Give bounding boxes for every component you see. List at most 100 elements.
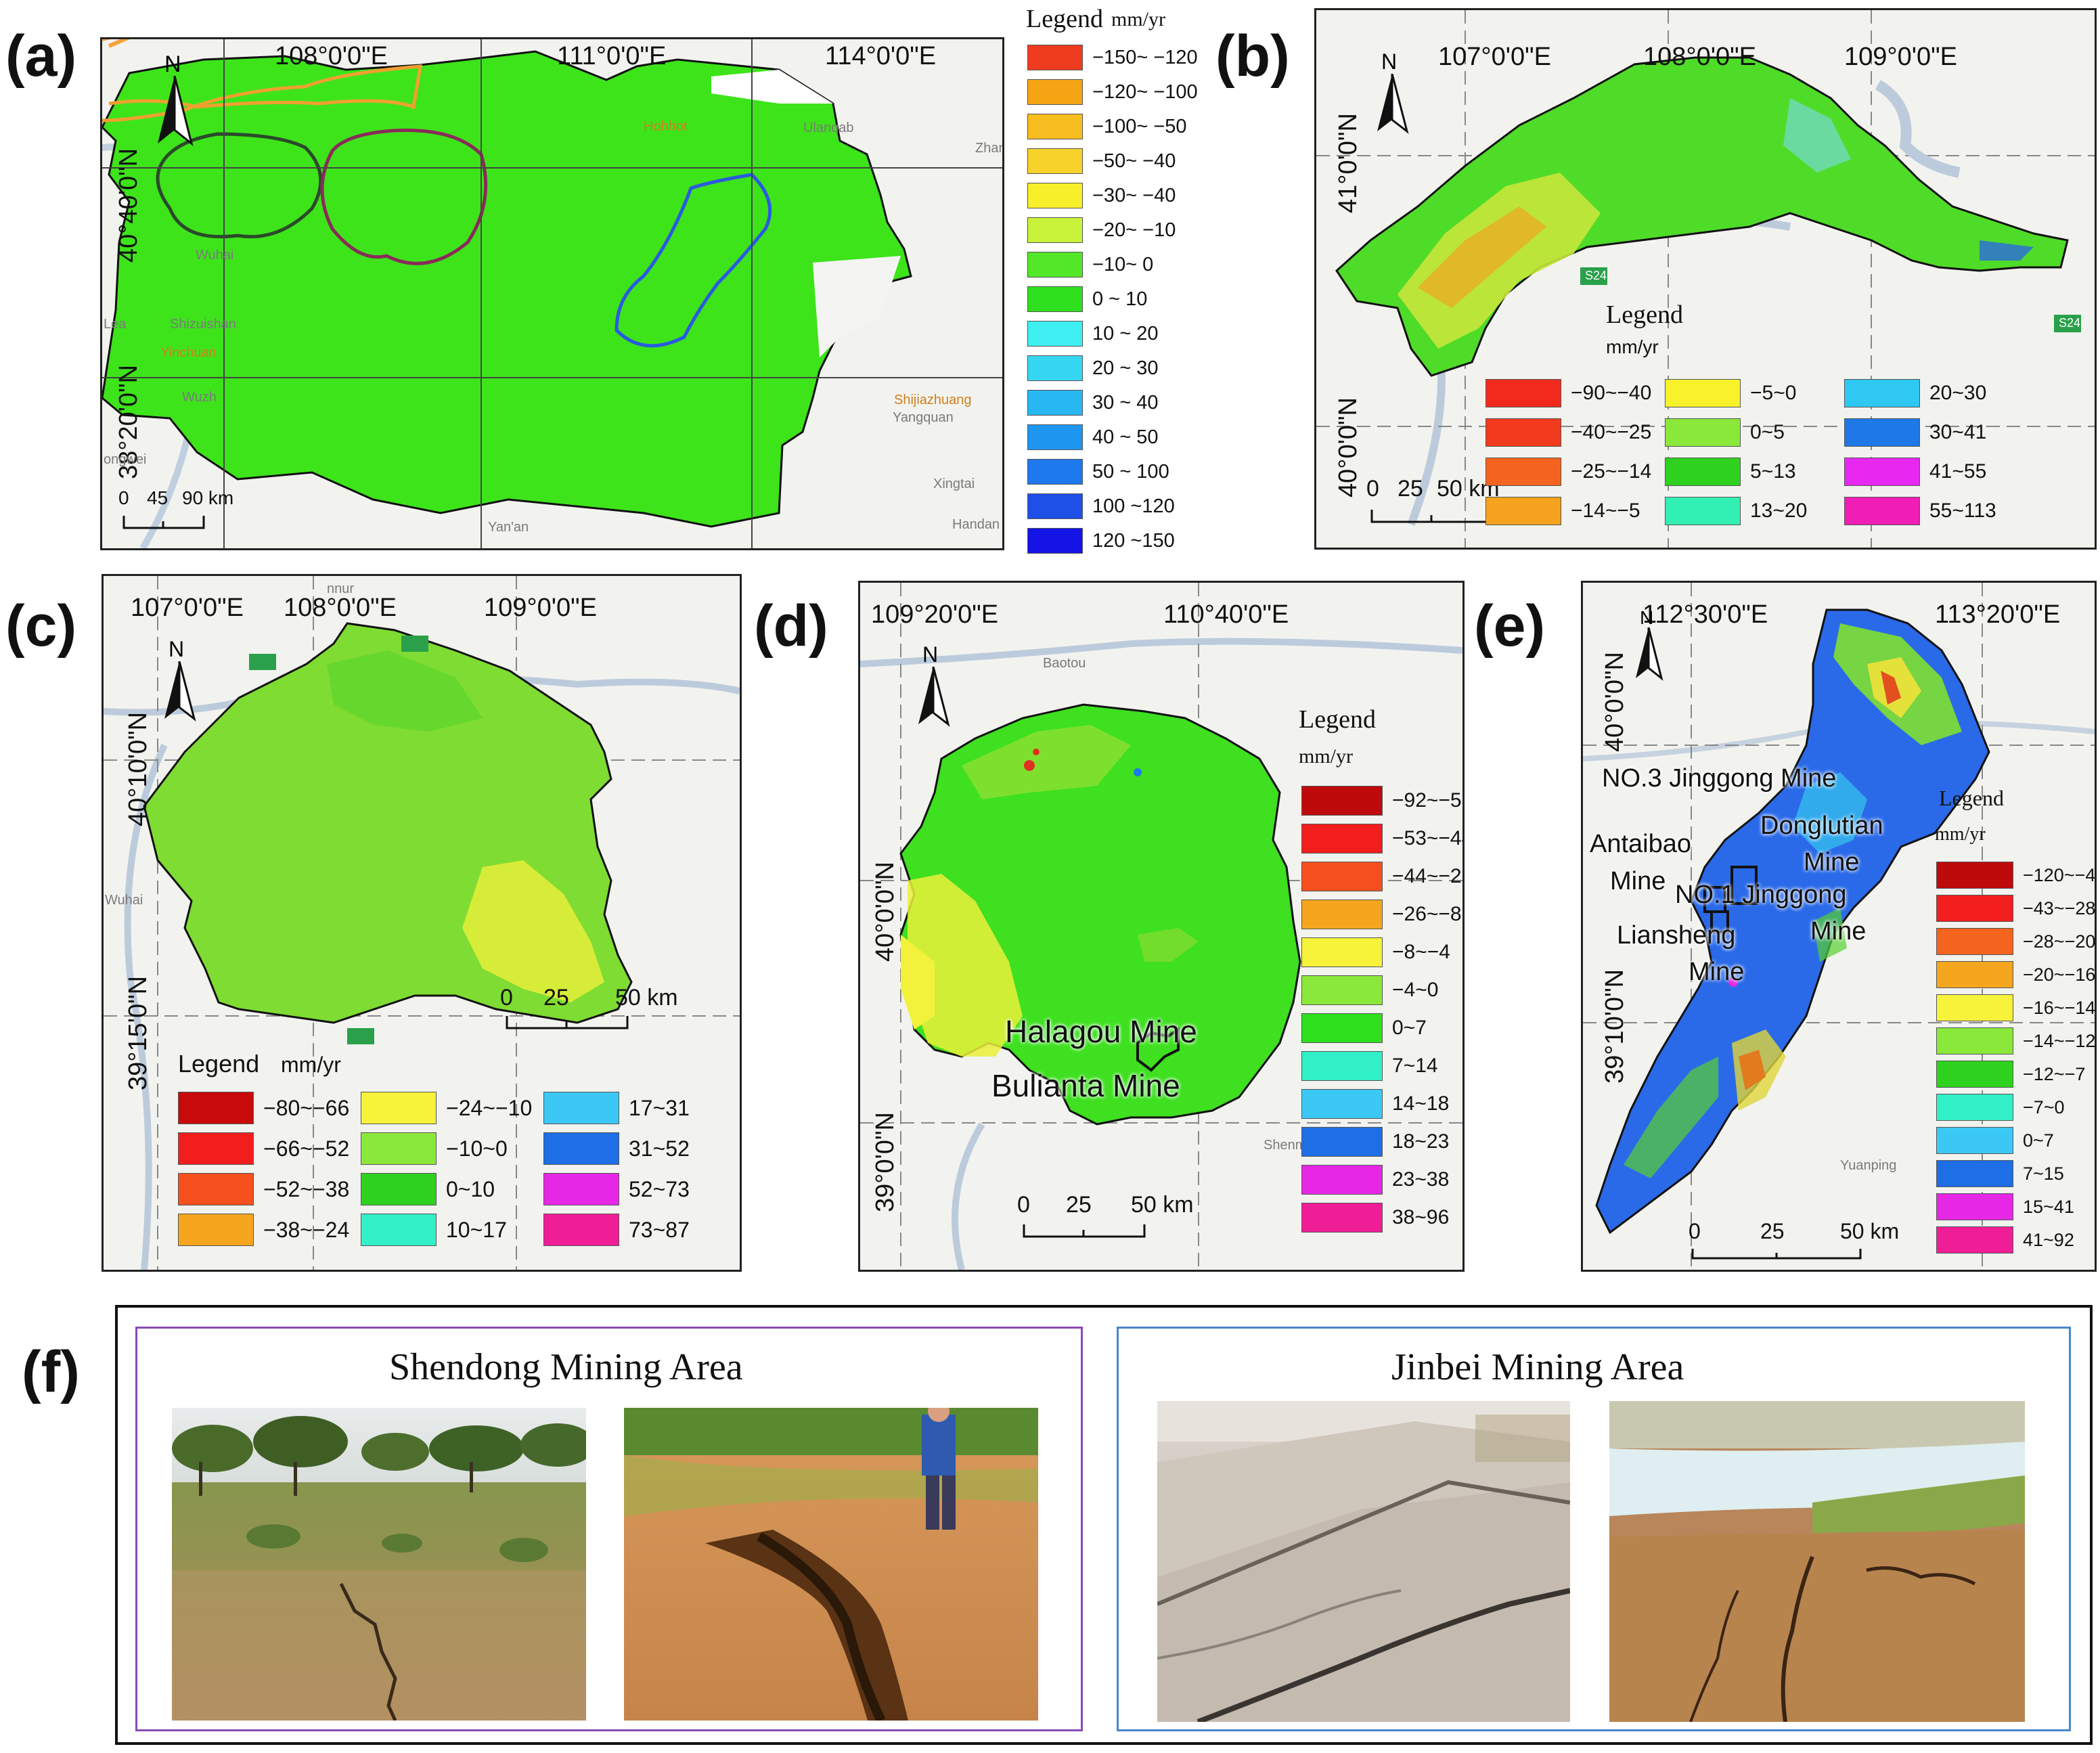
legend-label: 20~30: [1929, 382, 1987, 404]
legend-swatch: [1936, 1061, 2013, 1088]
panel-d-north-arrow: N: [913, 642, 954, 730]
legend-swatch: [361, 1132, 437, 1165]
panel-d-lon-1: 109°20'0"E: [871, 600, 999, 629]
legend-label: −90~−40: [1571, 382, 1652, 404]
panel-b-legend-item: −90~−40: [1485, 379, 1651, 407]
legend-swatch: [1665, 497, 1741, 525]
panel-d-legend-item: 38~96: [1301, 1203, 1449, 1233]
legend-swatch: [1485, 458, 1561, 486]
mine-liansheng-2: Mine: [1689, 958, 1745, 986]
panel-b-lon-3: 109°0'0"E: [1844, 43, 1957, 71]
legend-swatch: [1936, 994, 2013, 1021]
panel-c-legend-item: 0~10: [361, 1173, 495, 1205]
legend-label: −28~−20: [2023, 931, 2096, 952]
legend-label: 73~87: [629, 1217, 690, 1242]
legend-swatch: [1027, 390, 1083, 416]
panel-c-legend-item: −38~−24: [178, 1214, 349, 1246]
panel-d-lat-1: 40°0'0"N: [871, 862, 899, 962]
panel-d-legend-item: 18~23: [1301, 1127, 1449, 1157]
panel-b-legend-item: 13~20: [1665, 497, 1807, 525]
legend-label: 30~41: [1929, 421, 1987, 443]
panel-e-legend-item: −16~−14: [1936, 994, 2095, 1021]
place-wuzh: Wuzh: [182, 390, 217, 405]
legend-label: 0~7: [2023, 1130, 2054, 1151]
legend-label: −7~0: [2023, 1096, 2065, 1117]
place-ongwei: ongwei: [104, 452, 147, 467]
panel-d-legend-item: 0~7: [1301, 1013, 1427, 1043]
legend-label: −30~ −40: [1092, 184, 1176, 206]
panel-b-legend-item: −25~−14: [1485, 458, 1651, 486]
legend-swatch: [178, 1214, 254, 1246]
legend-swatch: [1027, 217, 1083, 243]
legend-label: −120~ −100: [1092, 81, 1198, 103]
place-ulanqab: Ulanqab: [803, 120, 854, 135]
north-arrow-icon: [918, 667, 950, 727]
legend-label: 23~38: [1392, 1168, 1450, 1191]
legend-swatch: [543, 1092, 619, 1124]
north-arrow-icon: [1377, 74, 1409, 134]
legend-label: 0 ~ 10: [1092, 288, 1148, 310]
jinbei-photo-2-image: [1609, 1401, 2025, 1723]
panel-e-lon-2: 113°20'0"E: [1935, 600, 2061, 629]
legend-label: −10~0: [446, 1136, 508, 1161]
legend-swatch: [1027, 79, 1083, 105]
legend-label: 52~73: [629, 1176, 690, 1201]
panel-c-legend-item: 10~17: [361, 1214, 507, 1246]
panel-a-legend-item: 100 ~120: [1027, 493, 1175, 519]
legend-swatch: [1301, 1127, 1383, 1157]
legend-label: −43~−28: [2023, 897, 2096, 918]
shendong-photo-2-image: [624, 1400, 1038, 1723]
legend-label: −38~−24: [263, 1217, 350, 1242]
legend-swatch: [1936, 1226, 2013, 1253]
north-label: N: [164, 51, 181, 77]
panel-b-road-2: S24: [2059, 316, 2081, 330]
place-wuhai-c: Wuhai: [105, 893, 143, 908]
panel-a-scale-0: 0: [118, 487, 129, 508]
legend-label: −50~ −40: [1092, 150, 1176, 172]
panel-a-lat-1: 40°40'0"N: [114, 148, 143, 263]
legend-swatch: [1936, 1027, 2013, 1055]
place-yuanping: Yuanping: [1840, 1158, 1897, 1173]
legend-label: −4~0: [1392, 979, 1439, 1001]
legend-swatch: [543, 1173, 619, 1205]
legend-swatch: [1844, 418, 1920, 447]
panel-a-legend: Legend mm/yr −150~ −120 −120~ −100 −100~ −…: [1015, 0, 1218, 569]
panel-b-legend-item: −40~−25: [1485, 418, 1651, 447]
panel-b-scale-1: 25: [1398, 476, 1423, 502]
legend-swatch: [1027, 148, 1083, 174]
panel-e-legend-title: Legend: [1939, 786, 2004, 810]
jinbei-photo-2: [1609, 1401, 2025, 1723]
legend-label: 14~18: [1392, 1092, 1450, 1115]
panel-c-letter: (c): [5, 594, 77, 659]
panel-a-legend-item: 120 ~150: [1027, 528, 1175, 554]
north-arrow-icon: [1636, 627, 1663, 681]
panel-b-lat-1: 41°0'0"N: [1334, 113, 1362, 213]
panel-a-legend-item: 10 ~ 20: [1027, 321, 1159, 347]
legend-label: −12~−7: [2023, 1063, 2086, 1084]
panel-a-legend-item: 50 ~ 100: [1027, 459, 1169, 485]
panel-e-legend-item: −120~−43: [1936, 862, 2095, 889]
legend-swatch: [1027, 45, 1083, 70]
legend-swatch: [1936, 1094, 2013, 1121]
panel-a-deformation-area: [102, 50, 912, 528]
legend-label: −80~−66: [263, 1095, 350, 1120]
panel-b-legend-item: 41~55: [1844, 458, 1986, 486]
legend-label: 50 ~ 100: [1092, 460, 1169, 483]
panel-c-legend-unit: mm/yr: [281, 1052, 341, 1077]
legend-swatch: [1027, 114, 1083, 139]
panel-c-lat-1: 40°10'0"N: [124, 711, 152, 826]
panel-a-legend-item: −120~ −100: [1027, 79, 1198, 105]
legend-label: 10~17: [446, 1217, 507, 1242]
legend-swatch: [1027, 183, 1083, 208]
legend-label: 41~92: [2023, 1229, 2074, 1250]
legend-swatch: [1485, 497, 1561, 525]
panel-a-scale-bar: [122, 516, 205, 529]
legend-label: −8~−4: [1392, 941, 1450, 963]
panel-c-legend-item: −24~−10: [361, 1092, 532, 1124]
panel-d-scale-0: 0: [1017, 1192, 1030, 1218]
jinbei-photo-1-image: [1156, 1401, 1571, 1725]
panel-a-legend-item: 20 ~ 30: [1027, 355, 1159, 381]
legend-label: 7~14: [1392, 1055, 1438, 1077]
legend-swatch: [1665, 458, 1741, 486]
panel-e-north-arrow: N: [1632, 607, 1666, 682]
